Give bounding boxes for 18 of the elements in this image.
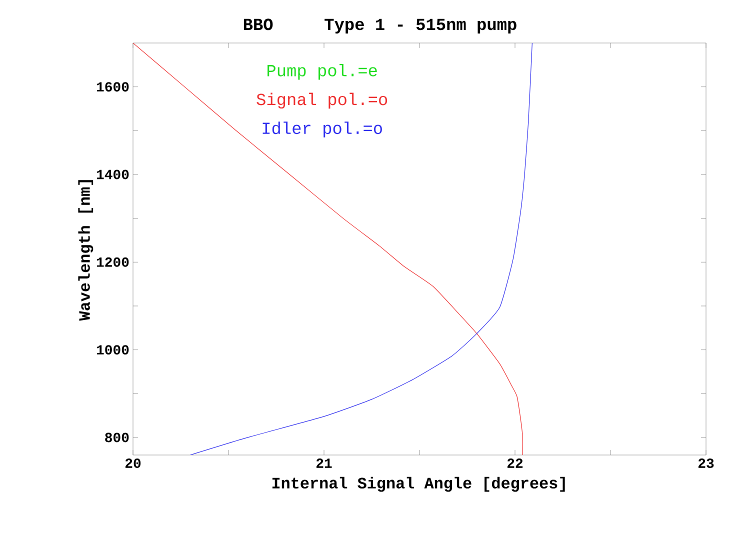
y-tick-label: 800 bbox=[105, 432, 129, 442]
x-tick-label: 21 bbox=[316, 458, 332, 468]
chart-title: BBO bbox=[244, 18, 273, 30]
text: Idler pol.=o bbox=[262, 122, 382, 138]
y-tick-label: 1600 bbox=[96, 82, 129, 92]
x-tick-label: 23 bbox=[698, 458, 714, 468]
series-label: Signal pol.=o bbox=[256, 92, 388, 109]
y-axis-title: Wavelength [nm] bbox=[78, 180, 94, 321]
y-tick-label: 1000 bbox=[96, 345, 129, 355]
chart-subtitle: Type 1 - 515nm pump bbox=[324, 18, 516, 34]
line-series bbox=[190, 42, 532, 455]
x-axis-title: Internal Signal Angle [degrees] bbox=[272, 476, 565, 492]
x-tick-label: 20 bbox=[125, 458, 141, 468]
y-tick-label: 1400 bbox=[96, 170, 129, 180]
x-tick-label: 22 bbox=[507, 458, 523, 468]
annotation: Pump pol.=e bbox=[268, 64, 377, 80]
y-tick-label: 1200 bbox=[96, 257, 129, 267]
line-series bbox=[133, 42, 524, 455]
